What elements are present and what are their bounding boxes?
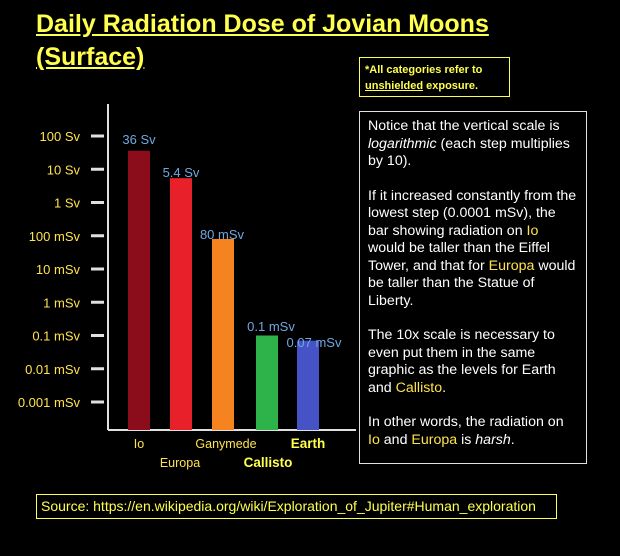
y-tick-label: 0.01 mSv xyxy=(25,362,80,377)
source-citation: Source: https://en.wikipedia.org/wiki/Ex… xyxy=(36,494,557,519)
category-label-europa: Europa xyxy=(160,456,200,470)
note-prefix: *All categories refer to xyxy=(365,64,483,76)
p3-text-a: The 10x scale is necessary to even put t… xyxy=(368,327,556,396)
p2-text-b: would be taller than the Eiffel Tower, a… xyxy=(368,240,550,274)
p4-is: is xyxy=(457,431,476,448)
p2-text-a: If it increased constantly from the lowe… xyxy=(368,187,577,239)
title-line-1: Daily Radiation Dose of Jovian Moons xyxy=(36,10,489,38)
p2-text-c: would be taller than the Statue of Liber… xyxy=(368,257,576,309)
explanation-box: Notice that the vertical scale is logari… xyxy=(359,111,587,464)
explanation-paragraph-3: The 10x scale is necessary to even put t… xyxy=(368,327,578,397)
exposure-note: *All categories refer to unshielded expo… xyxy=(359,57,510,97)
category-label-callisto: Callisto xyxy=(244,455,293,470)
bar-earth xyxy=(297,340,319,430)
data-label-earth: 0.07 mSv xyxy=(287,335,342,350)
y-tick-label: 10 mSv xyxy=(36,262,81,277)
category-label-ganymede: Ganymede xyxy=(195,437,256,451)
p2-europa: Europa xyxy=(488,257,535,274)
category-label-io: Io xyxy=(134,437,144,451)
p4-and: and xyxy=(379,431,412,448)
p1-text-a: Notice that the vertical scale is xyxy=(368,118,560,134)
category-label-earth: Earth xyxy=(291,436,326,451)
explanation-paragraph-2: If it increased constantly from the lowe… xyxy=(368,188,578,311)
y-tick-label: 0.1 mSv xyxy=(32,329,80,344)
p4-text-a: In other words, the radiation on xyxy=(368,414,564,430)
data-label-callisto: 0.1 mSv xyxy=(247,319,295,334)
p1-emphasis: logarithmic xyxy=(368,135,437,152)
p4-end: . xyxy=(510,431,515,448)
p2-io: Io xyxy=(526,222,539,239)
p4-europa: Europa xyxy=(411,431,458,448)
y-tick-label: 100 Sv xyxy=(40,129,81,144)
bar-ganymede xyxy=(212,238,234,430)
data-label-io: 36 Sv xyxy=(122,132,156,147)
bar-io xyxy=(128,150,150,431)
page-title: Daily Radiation Dose of Jovian Moons (Su… xyxy=(36,8,489,74)
y-tick-label: 10 Sv xyxy=(47,162,81,177)
data-label-europa: 5.4 Sv xyxy=(163,165,200,180)
explanation-paragraph-1: Notice that the vertical scale is logari… xyxy=(368,118,578,171)
data-label-ganymede: 80 mSv xyxy=(200,227,245,242)
p3-callisto: Callisto xyxy=(395,379,443,396)
bar-callisto xyxy=(256,335,278,430)
y-tick-label: 1 mSv xyxy=(43,295,80,310)
explanation-paragraph-4: In other words, the radiation on Io and … xyxy=(368,414,578,449)
title-line-2: (Surface) xyxy=(36,43,145,71)
p4-io: Io xyxy=(368,431,380,448)
y-tick-label: 1 Sv xyxy=(54,196,81,211)
y-tick-label: 0.001 mSv xyxy=(18,395,81,410)
p4-emphasis: harsh xyxy=(475,431,511,448)
y-tick-label: 100 mSv xyxy=(29,229,81,244)
note-underlined: unshielded xyxy=(365,80,424,92)
bar-europa xyxy=(170,178,192,430)
p3-text-b: . xyxy=(442,379,447,396)
note-suffix: exposure. xyxy=(423,80,479,92)
p1-text-b: (each step multiplies by 10). xyxy=(368,135,570,170)
